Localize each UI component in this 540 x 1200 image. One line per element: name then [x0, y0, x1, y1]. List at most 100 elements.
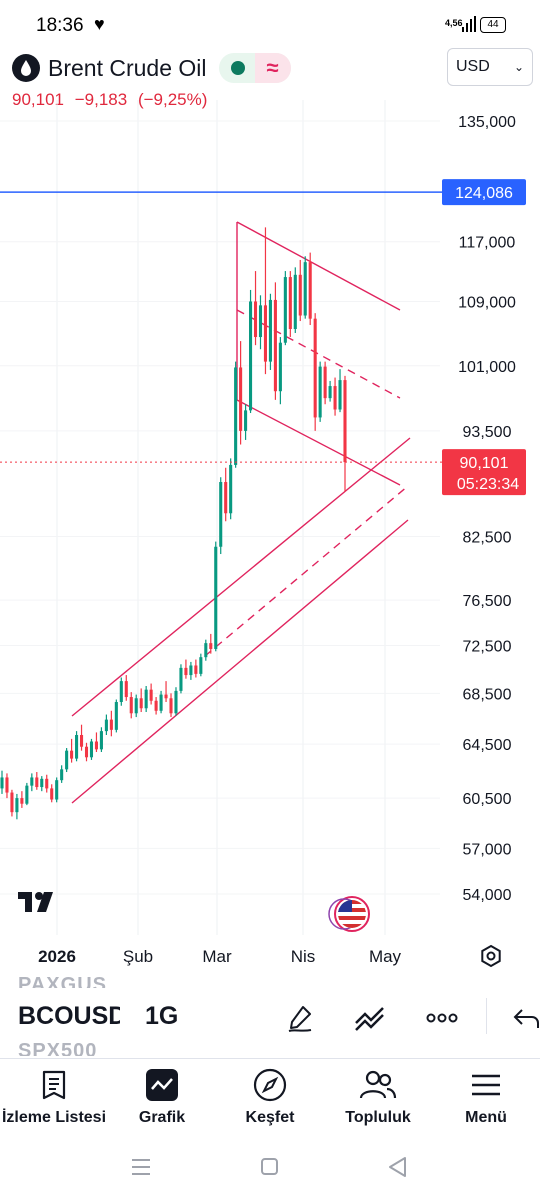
more-dots-icon: [426, 1013, 458, 1023]
price-axis-label: 64,500: [463, 737, 512, 754]
market-status-pill[interactable]: ≈: [218, 53, 291, 83]
candle-body: [109, 719, 113, 730]
price-change-percent: (−9,25%): [137, 90, 208, 109]
candle-body: [249, 301, 253, 411]
candle-body: [308, 262, 312, 319]
toolbar-symbol[interactable]: BCOUSD: [18, 1002, 120, 1030]
candle: [60, 765, 64, 783]
candle-body: [343, 380, 347, 463]
candle-body: [99, 731, 103, 750]
indicators-button[interactable]: [350, 998, 390, 1038]
candle: [55, 777, 59, 803]
nav-label-watchlist: İzleme Listesi: [1, 1109, 107, 1126]
candle-body: [40, 778, 44, 788]
candle: [50, 784, 54, 803]
candle: [164, 681, 168, 703]
battery-icon: 44: [480, 17, 506, 33]
currency-value: USD: [456, 58, 490, 75]
nav-label-menu: Menü: [465, 1109, 507, 1126]
candle: [89, 738, 94, 760]
tradingview-logo-icon[interactable]: [18, 892, 53, 912]
us-flag-icon[interactable]: [328, 896, 370, 932]
nav-label-explore: Keşfet: [245, 1109, 295, 1126]
candle-body: [65, 750, 69, 770]
candle: [119, 677, 123, 706]
interval-selector[interactable]: 1G: [145, 1002, 179, 1030]
candle: [25, 782, 29, 806]
candle: [15, 793, 19, 820]
chart-grid: [0, 100, 440, 935]
watchlist-icon: [42, 1070, 66, 1100]
signal-icon: [462, 16, 476, 32]
candle-body: [149, 689, 153, 701]
drawing-tool-button[interactable]: [280, 998, 320, 1038]
price-axis-label: 93,500: [463, 424, 512, 441]
candle: [0, 770, 4, 794]
candle: [159, 690, 163, 714]
chart-icon: [146, 1069, 178, 1101]
price-chart[interactable]: 135,000 117,000 109,000 101,000 93,500 82,500…: [0, 100, 540, 980]
candle-body: [278, 342, 282, 392]
toolbar-divider: [486, 998, 487, 1034]
candle: [249, 289, 253, 414]
candle: [258, 295, 263, 350]
previous-symbol[interactable]: PAXGUS: [18, 974, 107, 988]
alert-price-tag: [442, 179, 526, 206]
candle-body: [124, 681, 128, 698]
price-axis-label: 101,000: [458, 359, 516, 376]
candle: [144, 685, 148, 713]
time-label: Mar: [202, 947, 232, 966]
candle-body: [55, 780, 59, 800]
candle-body: [338, 380, 342, 410]
nav-item-community[interactable]: Topluluk: [324, 1067, 432, 1127]
currency-select[interactable]: USD ⌄: [447, 48, 533, 86]
candle-body: [268, 299, 272, 362]
candle: [114, 699, 118, 733]
candles-layer: [0, 227, 347, 820]
next-symbol[interactable]: SPX500: [18, 1040, 98, 1056]
symbol-header[interactable]: Brent Crude Oil ≈: [12, 52, 291, 84]
candle: [239, 341, 243, 445]
candle: [333, 377, 337, 416]
candle-body: [209, 643, 213, 649]
candle: [253, 271, 258, 346]
recent-apps-icon[interactable]: [132, 1159, 150, 1175]
candle: [129, 692, 133, 719]
nav-item-watchlist[interactable]: İzleme Listesi: [0, 1067, 108, 1127]
menu-icon: [472, 1074, 500, 1096]
candle-body: [333, 386, 337, 410]
time-axis: 2026 Şub Mar Nis May: [38, 947, 401, 966]
candle-body: [234, 367, 238, 465]
undo-button[interactable]: [506, 998, 540, 1038]
nav-item-menu[interactable]: Menü: [432, 1067, 540, 1127]
candle-body: [303, 262, 307, 316]
candle-body: [70, 750, 74, 759]
back-icon[interactable]: [389, 1157, 406, 1177]
current-price-label: 90,101: [460, 455, 509, 472]
candle: [209, 633, 213, 654]
nav-item-chart[interactable]: Grafik: [108, 1067, 216, 1127]
settings-gear-icon[interactable]: [481, 944, 501, 968]
candle-body: [313, 318, 317, 418]
nav-item-explore[interactable]: Keşfet: [216, 1067, 324, 1127]
wedge-lower-line: [236, 399, 401, 486]
candle-body: [104, 719, 108, 732]
price-axis-label: 135,000: [458, 114, 516, 131]
market-open-dot-icon: [230, 61, 245, 75]
candle-body: [219, 482, 223, 547]
candle: [328, 380, 332, 402]
more-options-button[interactable]: [422, 998, 462, 1038]
home-icon[interactable]: [261, 1158, 278, 1175]
candle-body: [35, 777, 39, 788]
time-label: Nis: [291, 947, 316, 966]
candle-body: [244, 410, 248, 431]
symbol-title[interactable]: Brent Crude Oil: [48, 54, 207, 81]
candle-body: [79, 734, 84, 747]
compass-icon: [253, 1068, 287, 1102]
candle: [30, 773, 34, 792]
candle-body: [75, 734, 79, 759]
nav-label-community: Topluluk: [345, 1109, 411, 1126]
candle-body: [253, 301, 258, 338]
channel-upper-line: [71, 437, 411, 717]
candle: [288, 271, 292, 338]
